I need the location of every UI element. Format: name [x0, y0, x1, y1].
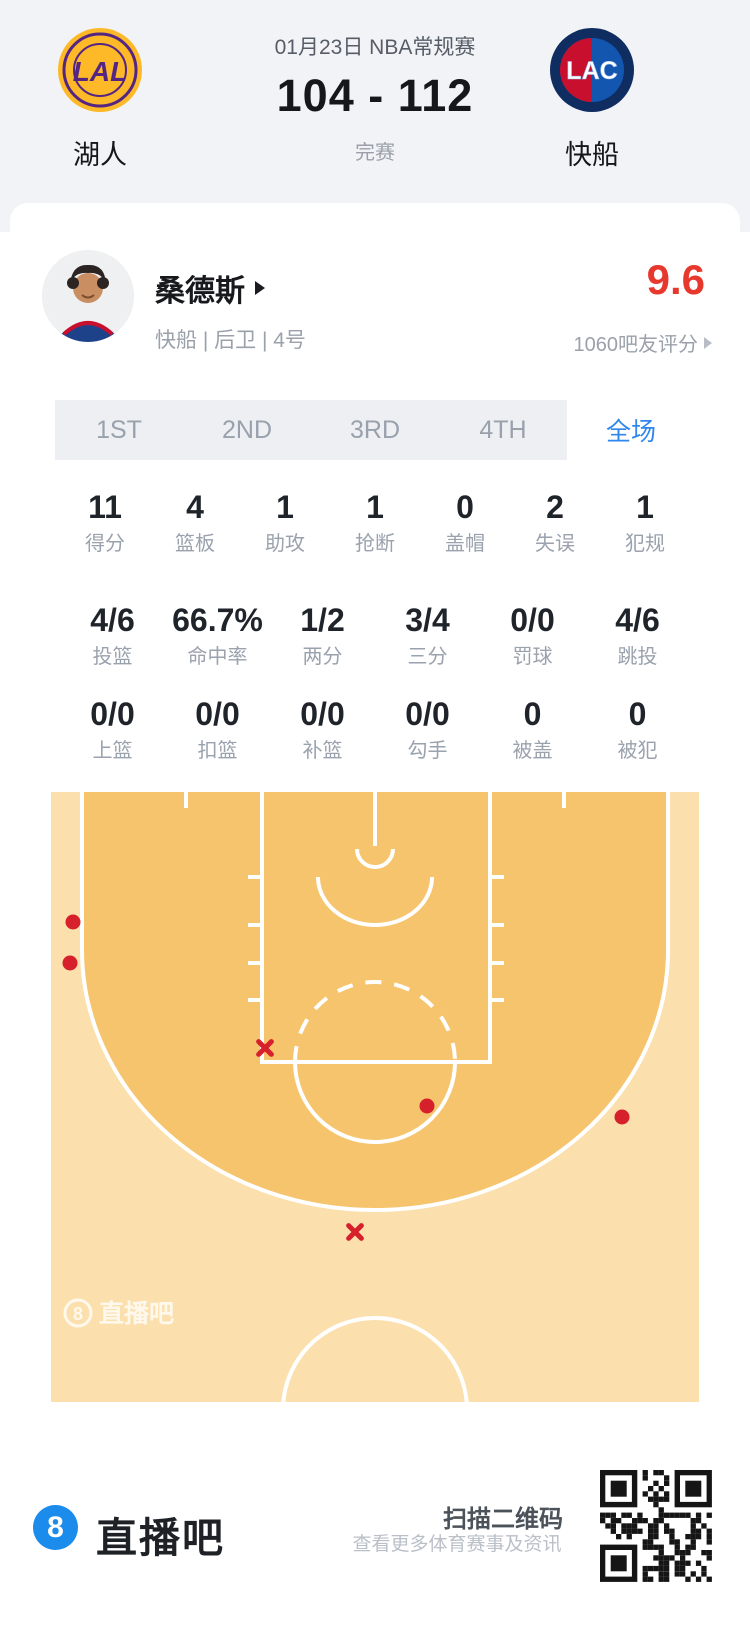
stat-steals: 1 抢断	[355, 489, 395, 555]
tab-3rd[interactable]: 3RD	[349, 415, 400, 444]
stat-rebounds: 4 篮板	[175, 489, 215, 555]
made-shot-marker	[62, 955, 78, 971]
home-team-logo: LAL	[58, 28, 142, 112]
stat-blocked: 0 被盖	[512, 696, 553, 762]
made-shot-marker	[419, 1098, 435, 1114]
tab-1st[interactable]: 1ST	[96, 415, 142, 444]
stats-row-shot-types: 0/0 上篮 0/0 扣篮 0/0 补篮 0/0 勾手 0 被盖 0 被犯	[60, 696, 690, 763]
qr-scan-caption: 查看更多体育赛事及资讯	[352, 1534, 562, 1555]
stat-ft: 0/0 罚球	[510, 602, 555, 668]
stats-row-basic: 11 得分 4 篮板 1 助攻 1 抢断 0 盖帽 2 失误 1 犯规	[60, 489, 690, 556]
rating-caption: 1060吧友评分	[573, 334, 699, 356]
court-watermark: 8 直播吧	[63, 1298, 174, 1328]
stat-turnovers: 2 失误	[535, 489, 575, 555]
player-rating: 9.6	[646, 256, 705, 303]
brand-logo-text: 直播吧	[96, 1515, 225, 1561]
final-score: 104 - 112	[276, 70, 474, 121]
stat-points: 11 得分	[85, 489, 125, 555]
half-court-diagram: 8 直播吧	[51, 792, 699, 1504]
qr-scan-title: 扫描二维码	[443, 1506, 563, 1533]
stat-putback: 0/0 补篮	[300, 696, 345, 762]
stat-jumpshot: 4/6 跳投	[615, 602, 660, 668]
player-detail-arrow-icon	[255, 281, 265, 295]
quarter-tabs: 1ST 2ND 3RD 4TH 全场	[55, 400, 695, 460]
stat-fg: 4/6 投篮	[90, 602, 135, 668]
lakers-logo-icon: LAL	[58, 28, 142, 112]
player-photo-icon	[42, 250, 134, 342]
watermark-badge: 8	[73, 1304, 83, 1324]
stat-fouled: 0 被犯	[617, 696, 658, 762]
stats-row-shooting: 4/6 投篮 66.7% 命中率 1/2 两分 3/4 三分 0/0 罚球 4/6 跳投	[60, 602, 690, 669]
stat-3pt: 3/4 三分	[405, 602, 450, 668]
rim-arc	[355, 848, 395, 869]
watermark-text: 直播吧	[99, 1300, 174, 1328]
made-shot-marker	[65, 914, 81, 930]
stat-assists: 1 助攻	[265, 489, 305, 555]
stat-2pt: 1/2 两分	[300, 602, 345, 668]
match-date-title: 01月23日 NBA常规赛	[274, 36, 476, 59]
tab-full-game[interactable]: 全场	[567, 400, 695, 460]
qr-code	[600, 1470, 712, 1582]
tab-4th[interactable]: 4TH	[479, 415, 527, 444]
player-name-row[interactable]: 桑德斯	[155, 266, 265, 310]
stat-fg-pct: 66.7% 命中率	[172, 602, 263, 668]
player-meta: 快船 | 后卫 | 4号	[155, 329, 306, 352]
stat-dunk: 0/0 扣篮	[195, 696, 240, 762]
rating-caption-row[interactable]: 1060吧友评分	[573, 328, 712, 357]
stat-fouls: 1 犯规	[625, 489, 665, 555]
free-throw-circle-dashed	[293, 980, 457, 1063]
stat-layup: 0/0 上篮	[90, 696, 135, 762]
home-team-name: 湖人	[73, 140, 127, 170]
player-avatar[interactable]	[42, 250, 134, 342]
missed-shot-marker	[253, 1036, 277, 1060]
tab-2nd[interactable]: 2ND	[221, 415, 272, 444]
stat-hook: 0/0 勾手	[405, 696, 450, 762]
shot-chart: 8 直播吧	[51, 792, 699, 1504]
brand-badge-icon: 8	[33, 1505, 78, 1550]
missed-shot-marker	[343, 1220, 367, 1244]
restricted-area-arc	[316, 876, 434, 927]
rating-arrow-icon	[704, 336, 712, 349]
three-point-line	[80, 792, 670, 1212]
away-team-abbr: LAC	[566, 57, 617, 85]
match-status: 完赛	[355, 142, 395, 164]
free-throw-circle-solid	[293, 1061, 457, 1144]
away-team-name: 快船	[565, 140, 619, 170]
player-name: 桑德斯	[155, 275, 245, 308]
clippers-logo-icon: LAC	[550, 28, 634, 112]
made-shot-marker	[614, 1109, 630, 1125]
home-team-abbr: LAL	[73, 56, 127, 87]
stat-blocks: 0 盖帽	[445, 489, 485, 555]
away-team-logo: LAC	[550, 28, 634, 112]
qr-code-image	[600, 1470, 712, 1582]
